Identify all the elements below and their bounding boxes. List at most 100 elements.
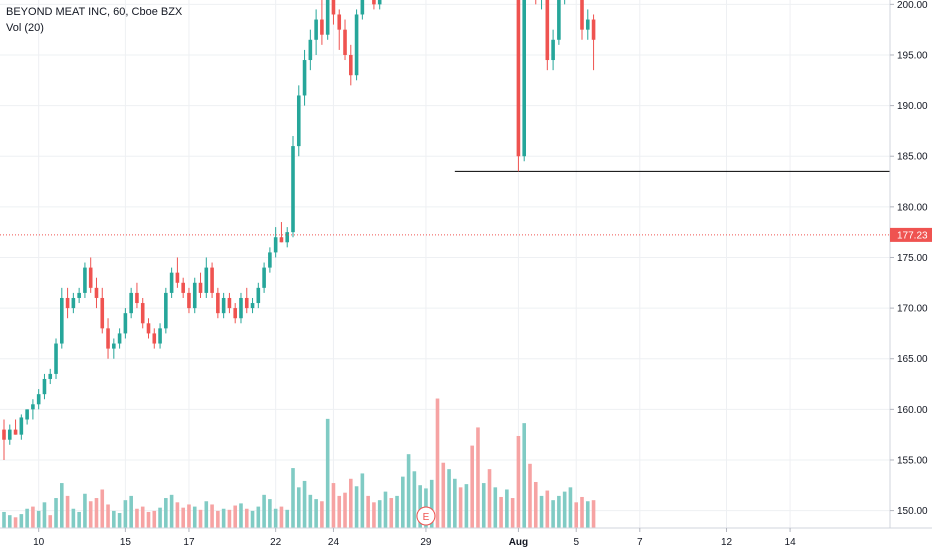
volume-bar [273,508,278,528]
candle [314,9,318,55]
candle-body [36,394,41,405]
candle-body [314,19,318,40]
volume-bar [204,501,209,528]
candle-body [204,267,209,293]
candle [54,338,58,379]
volume-bar [100,489,105,528]
volume-bar [291,468,295,528]
volume-bar [2,511,6,528]
candle [216,287,220,319]
volume-bar [94,498,99,528]
candle-body [516,0,521,157]
legend-symbol[interactable]: BEYOND MEAT INC, 60, Cboe BZX [6,6,183,18]
earnings-label: E [423,512,430,523]
candle [117,328,122,349]
volume-bar [580,496,584,528]
volume-bar [256,506,261,528]
volume-bar [418,485,422,528]
candle [302,49,307,106]
current-price-label: 177.23 [890,227,932,242]
candle-body [372,0,376,5]
candle-body [551,39,555,61]
volume-bar [221,508,226,528]
candle-body [175,272,180,283]
volume-bar [453,478,457,528]
volume-bar [146,511,151,528]
candle [60,287,64,349]
candle [210,262,214,298]
candle-body [296,95,301,147]
candle-body [31,404,35,410]
candle-body [135,292,139,304]
x-tick-label: 29 [420,537,432,548]
volume-bar [574,502,579,528]
candle [535,0,537,5]
y-tick-label: 150.00 [897,506,928,517]
candle-body [13,429,18,435]
candle [204,257,209,298]
candle [320,0,324,45]
candle [377,0,382,10]
y-tick-label: 160.00 [897,405,928,416]
volume-bar [36,510,41,528]
volume-bar [140,506,145,528]
candle-body [129,292,133,314]
volume-bar [210,504,214,528]
candle [146,318,151,339]
candle-body [591,19,596,40]
volume-bar [296,487,301,528]
price-axis[interactable]: 150.00 155.00 160.00 165.00 170.00 175.00 180.… [890,0,928,517]
candle-body [285,232,290,243]
candle [192,277,197,314]
candle [580,0,584,40]
candle [541,0,543,10]
volume-bar [169,494,174,528]
volume-bar [533,481,538,528]
earnings-marker[interactable]: E [416,506,436,526]
candle-body [181,282,185,293]
volume-bar [516,435,521,528]
candle [262,262,266,293]
candle-body [146,323,151,334]
candle [158,323,162,349]
candle-body [25,409,29,420]
volume-bar [343,492,347,528]
volume-bar [591,500,596,528]
volume-bar [233,505,237,528]
volume-bar [239,503,243,528]
candle [164,287,168,334]
candle [19,414,24,440]
volume-bar [314,499,318,528]
candle [198,272,203,298]
volume-bar [331,483,336,528]
volume-bar [181,507,185,528]
volume-bar [470,445,474,528]
volume-bar [227,509,232,528]
candle [13,419,18,435]
candle-body [522,0,526,157]
volume-bar [65,495,70,528]
legend-volume[interactable]: Vol (20) [6,22,44,34]
candle-body [273,237,278,253]
candle-body [94,287,99,298]
candle [360,0,365,20]
volume-bar [389,498,394,528]
volume-bar [262,494,266,528]
candle [250,297,255,314]
candle [372,0,376,10]
candle-body [106,328,110,349]
earnings-circle [416,506,436,526]
candle [169,267,174,298]
candle [88,257,93,293]
volume-bar [441,462,446,528]
volume-bar [406,454,411,528]
candle-body [545,0,550,61]
candle-body [256,287,261,304]
candle [140,297,145,329]
y-tick-label: 175.00 [897,253,928,264]
volume-bar [568,487,573,528]
candle [135,282,139,309]
time-axis[interactable]: 10 15 17 22 24 29 Aug 5 7 12 14 [33,528,796,548]
candle [256,282,261,309]
candle-body [187,292,191,309]
